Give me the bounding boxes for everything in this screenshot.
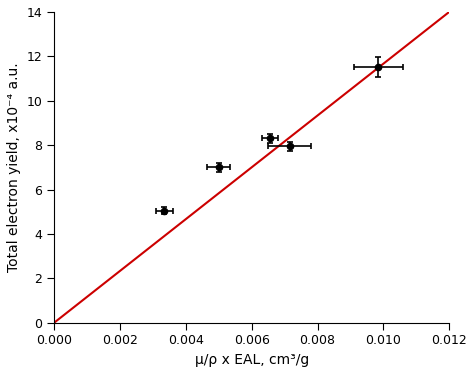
X-axis label: μ/ρ x EAL, cm³/g: μ/ρ x EAL, cm³/g xyxy=(194,353,309,367)
Y-axis label: Total electron yield, x10⁻⁴ a.u.: Total electron yield, x10⁻⁴ a.u. xyxy=(7,62,21,272)
